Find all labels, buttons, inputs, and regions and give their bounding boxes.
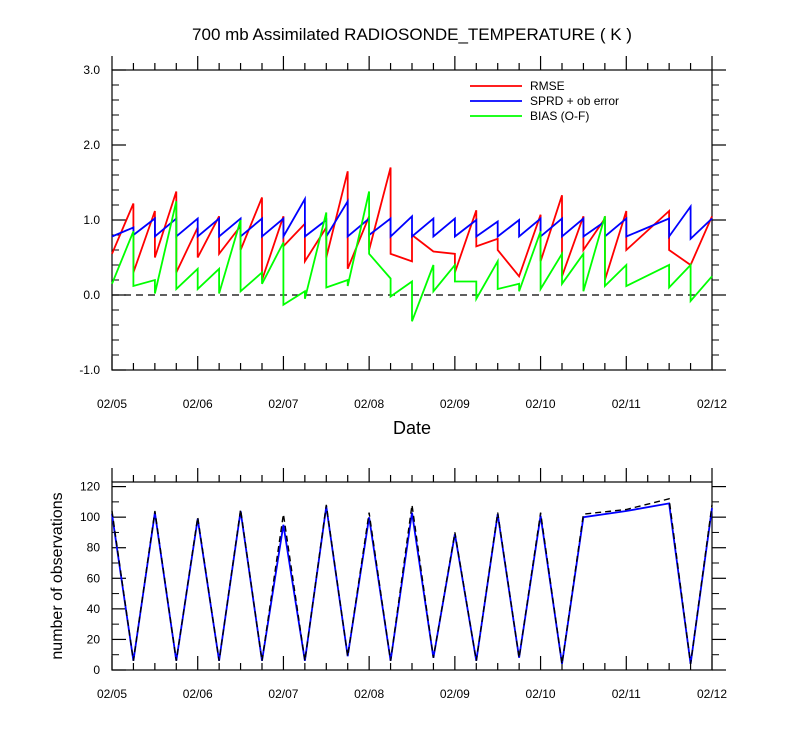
y-tick-label: -1.0 (79, 363, 100, 377)
y-tick-label: 60 (87, 571, 101, 585)
bottom-chart-series (111, 497, 713, 665)
x-tick-label: 02/07 (268, 687, 298, 701)
series-line-0 (111, 502, 713, 665)
y-tick-label: 120 (80, 480, 100, 494)
x-axis-label: Date (393, 418, 431, 438)
y-tick-label: 1.0 (83, 213, 100, 227)
y-tick-label: 100 (80, 510, 100, 524)
bottom-chart-axes: 02/05 02/06 02/07 02/08 02/09 02/10 02/11 02/12… (80, 468, 727, 701)
x-tick-label: 02/08 (354, 397, 384, 411)
y-tick-label: 0.0 (83, 288, 100, 302)
x-tick-label: 02/09 (440, 397, 470, 411)
x-tick-label: 02/09 (440, 687, 470, 701)
legend-label-0: RMSE (530, 79, 565, 93)
legend-label-2: BIAS (O-F) (530, 109, 589, 123)
y-axis-label-observations: number of observations (49, 492, 66, 659)
series-line-2 (111, 191, 713, 322)
x-tick-label: 02/05 (97, 687, 127, 701)
chart-title: 700 mb Assimilated RADIOSONDE_TEMPERATUR… (192, 25, 632, 44)
x-tick-label: 02/11 (612, 397, 641, 411)
x-tick-label: 02/12 (697, 687, 727, 701)
y-tick-label: 40 (87, 602, 101, 616)
y-tick-label: 3.0 (83, 63, 100, 77)
series-line-0 (111, 167, 713, 281)
x-tick-label: 02/07 (268, 397, 298, 411)
x-tick-label: 02/06 (183, 397, 213, 411)
x-tick-label: 02/10 (526, 687, 556, 701)
y-tick-label: 20 (87, 632, 101, 646)
x-tick-label: 02/06 (183, 687, 213, 701)
series-line-1 (111, 195, 713, 241)
top-chart-series (111, 167, 713, 322)
x-tick-label: 02/10 (526, 397, 556, 411)
y-tick-label: 2.0 (83, 138, 100, 152)
y-tick-label: 0 (93, 663, 100, 677)
y-tick-label: 80 (87, 541, 101, 555)
legend-label-1: SPRD + ob error (530, 94, 619, 108)
plot-frame (111, 481, 713, 671)
x-tick-label: 02/08 (354, 687, 384, 701)
x-tick-label: 02/11 (612, 687, 641, 701)
series-line-1 (111, 497, 713, 664)
x-tick-label: 02/12 (697, 397, 727, 411)
x-tick-label: 02/05 (97, 397, 127, 411)
